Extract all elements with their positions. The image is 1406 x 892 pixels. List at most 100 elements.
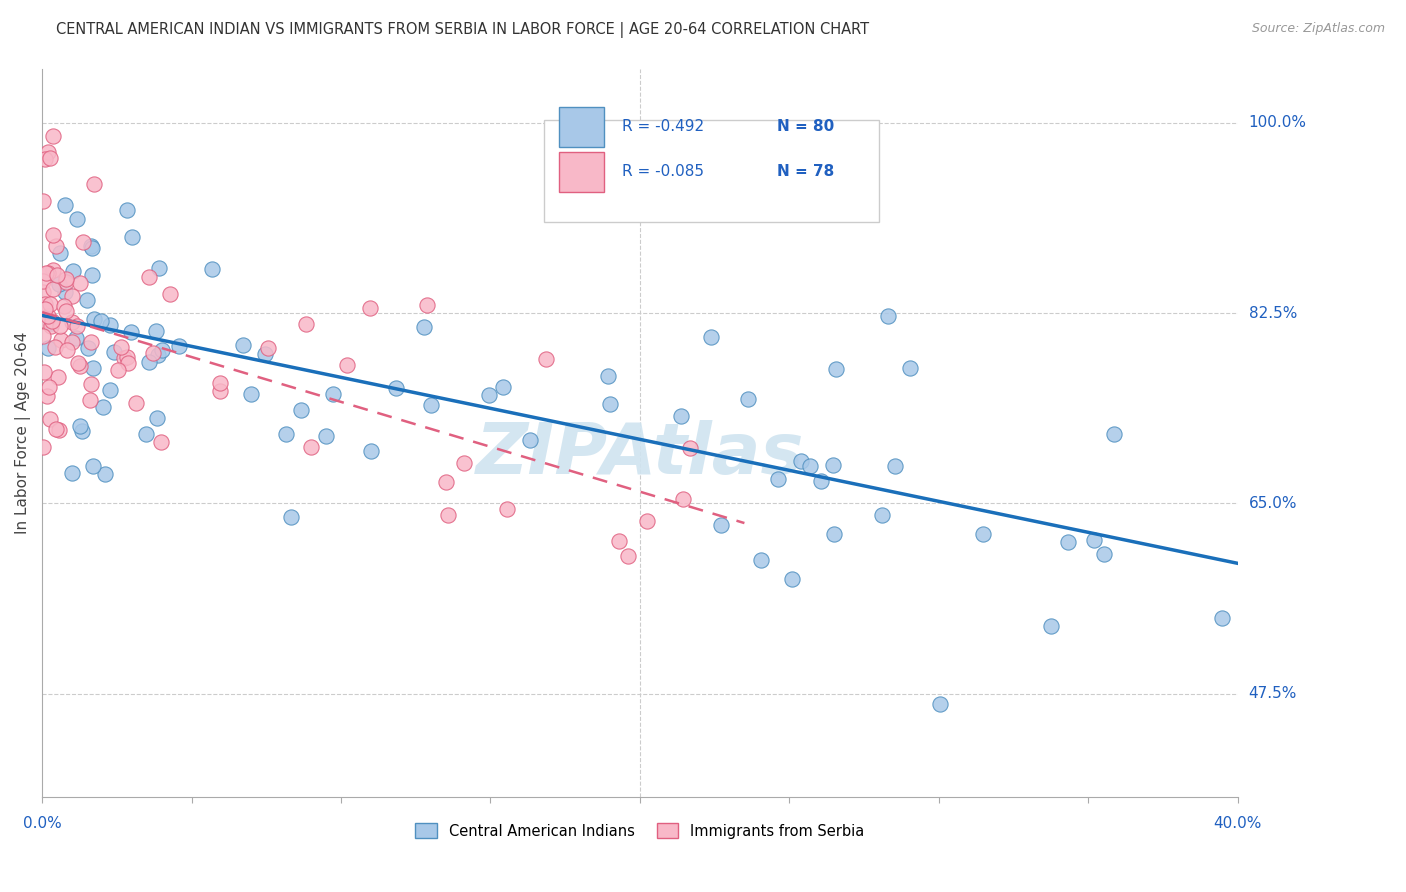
Point: [359, 301, 381, 315]
Point: [825, 362, 848, 376]
Point: [232, 337, 254, 351]
Point: [240, 386, 263, 401]
Point: [883, 459, 905, 474]
Point: [138, 269, 160, 284]
Point: [599, 397, 621, 411]
Point: [534, 352, 557, 367]
Point: [121, 230, 143, 244]
Point: [145, 324, 167, 338]
Point: [1057, 535, 1080, 549]
Point: [492, 380, 515, 394]
Point: [336, 359, 359, 373]
Point: [749, 552, 772, 566]
Point: [1211, 611, 1233, 625]
Point: [274, 426, 297, 441]
Point: [31, 194, 53, 208]
Point: [66, 212, 89, 227]
Point: [709, 518, 731, 533]
Point: [929, 697, 952, 711]
Point: [83, 312, 105, 326]
Point: [32, 329, 55, 343]
Point: [876, 309, 898, 323]
Point: [34, 302, 56, 317]
Point: [82, 459, 104, 474]
Point: [39, 296, 62, 310]
Point: [56, 343, 79, 358]
Point: [159, 287, 181, 301]
Point: [80, 239, 103, 253]
Point: [80, 377, 103, 392]
Point: [31, 313, 53, 327]
Point: [80, 334, 103, 349]
Point: [295, 317, 318, 331]
Point: [146, 348, 169, 362]
Point: [799, 458, 821, 473]
Point: [453, 456, 475, 470]
Point: [80, 241, 103, 255]
Point: [495, 502, 517, 516]
Point: [45, 239, 67, 253]
Text: R = -0.085: R = -0.085: [621, 164, 704, 179]
FancyBboxPatch shape: [558, 153, 605, 193]
Point: [898, 361, 921, 376]
Point: [972, 527, 994, 541]
Point: [115, 350, 138, 364]
Point: [416, 298, 439, 312]
Text: N = 80: N = 80: [778, 120, 835, 135]
Point: [167, 339, 190, 353]
Point: [38, 412, 60, 426]
Point: [60, 289, 83, 303]
Point: [299, 440, 322, 454]
Point: [31, 440, 53, 454]
Point: [60, 334, 83, 349]
Point: [107, 363, 129, 377]
Point: [37, 389, 59, 403]
Point: [823, 527, 845, 541]
Point: [79, 392, 101, 407]
Point: [66, 356, 89, 370]
Point: [69, 276, 91, 290]
Point: [37, 341, 59, 355]
Text: 0.0%: 0.0%: [22, 815, 62, 830]
Point: [766, 471, 789, 485]
Point: [434, 475, 457, 490]
Point: [737, 392, 759, 406]
Point: [280, 510, 302, 524]
Point: [42, 228, 65, 243]
Point: [49, 246, 72, 260]
Point: [121, 325, 143, 339]
Point: [83, 177, 105, 191]
Legend: Central American Indians, Immigrants from Serbia: Central American Indians, Immigrants fro…: [409, 817, 870, 845]
Text: 47.5%: 47.5%: [1249, 686, 1296, 701]
Point: [55, 304, 77, 318]
Point: [117, 355, 139, 369]
Point: [52, 299, 75, 313]
Point: [672, 492, 695, 507]
Point: [42, 128, 65, 143]
Point: [45, 422, 67, 436]
Point: [253, 347, 276, 361]
Point: [55, 275, 77, 289]
Point: [42, 281, 65, 295]
Text: ZIPAtlas: ZIPAtlas: [475, 420, 804, 489]
Point: [69, 419, 91, 434]
Text: CENTRAL AMERICAN INDIAN VS IMMIGRANTS FROM SERBIA IN LABOR FORCE | AGE 20-64 COR: CENTRAL AMERICAN INDIAN VS IMMIGRANTS FR…: [56, 22, 869, 38]
Text: 65.0%: 65.0%: [1249, 496, 1298, 511]
Point: [37, 145, 59, 159]
Point: [700, 330, 723, 344]
Point: [98, 384, 121, 398]
Point: [48, 277, 70, 292]
Point: [209, 384, 232, 398]
Point: [38, 379, 60, 393]
Point: [82, 360, 104, 375]
Point: [91, 400, 114, 414]
Point: [45, 268, 67, 283]
Point: [150, 343, 173, 358]
Point: [53, 198, 76, 212]
Text: 40.0%: 40.0%: [1213, 815, 1261, 830]
Point: [31, 285, 53, 299]
Point: [257, 341, 280, 355]
Point: [385, 381, 408, 395]
Text: 100.0%: 100.0%: [1249, 115, 1306, 130]
Point: [679, 442, 702, 456]
